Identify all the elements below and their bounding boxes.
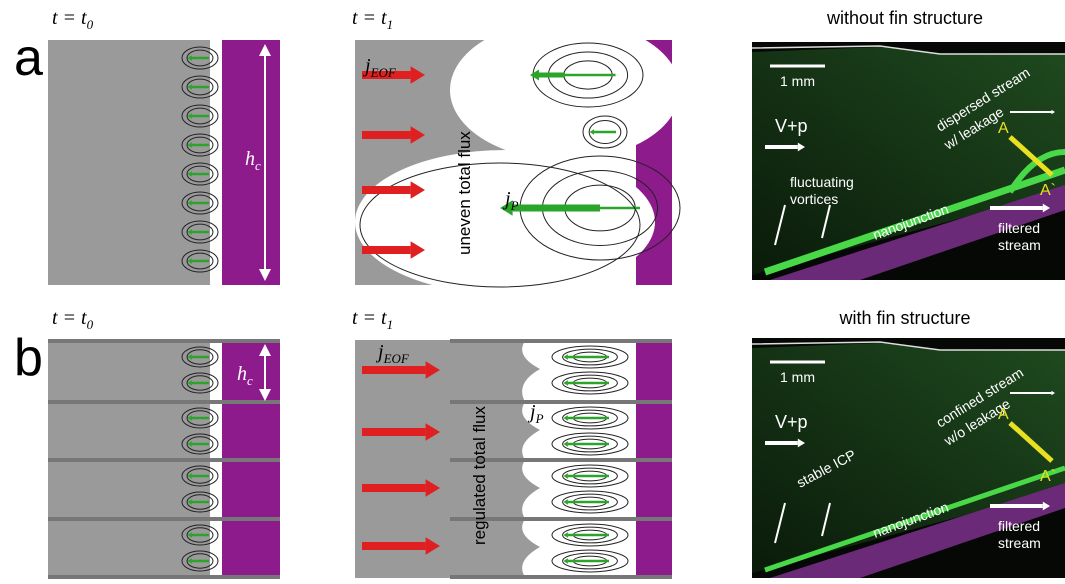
figure: at = t0hct = t1jEOFjPuneven total fluxwi… — [0, 0, 1065, 579]
depletion-blob — [560, 110, 636, 285]
input-label: V+p — [775, 116, 808, 136]
electrolyte — [48, 40, 210, 285]
time-label: t = t1 — [352, 7, 393, 32]
photo-title: with fin structure — [838, 308, 970, 328]
photo-title: without fin structure — [826, 8, 983, 28]
time-label: t = t0 — [52, 7, 94, 32]
time-label-sub: 0 — [87, 317, 94, 332]
height-label-main: h — [237, 363, 247, 385]
panel-label: b — [14, 329, 43, 387]
section-label: A` — [1040, 182, 1056, 199]
output-label: stream — [998, 535, 1041, 551]
vortex-label: vortices — [790, 191, 838, 207]
time-label: t = t1 — [352, 307, 393, 332]
vortex-label: fluctuating — [790, 174, 854, 190]
output-label: filtered — [998, 220, 1040, 236]
section-label: A` — [1040, 468, 1056, 485]
flux-label: regulated total flux — [470, 406, 489, 545]
height-label-sub: c — [247, 373, 253, 388]
jeof-label-sub: EOF — [370, 65, 397, 80]
output-label: stream — [998, 237, 1041, 253]
height-label-main: h — [245, 148, 255, 170]
flux-label: uneven total flux — [455, 131, 474, 255]
time-label: t = t0 — [52, 307, 94, 332]
time-label-main: t = t — [352, 7, 387, 29]
jeof-label-sub: EOF — [383, 351, 410, 366]
time-label-main: t = t — [52, 7, 87, 29]
height-label-sub: c — [255, 158, 261, 173]
depletion-zone — [210, 40, 223, 285]
section-label: A — [998, 120, 1009, 137]
section-label: A — [998, 406, 1009, 423]
time-label-main: t = t — [352, 307, 387, 329]
input-label: V+p — [775, 412, 808, 432]
output-label: filtered — [998, 518, 1040, 534]
time-label-sub: 0 — [87, 17, 94, 32]
panel-label: a — [14, 29, 43, 87]
time-label-sub: 1 — [387, 317, 394, 332]
scale-label: 1 mm — [780, 369, 815, 385]
jp-label-sub: P — [535, 411, 544, 426]
time-label-main: t = t — [52, 307, 87, 329]
time-label-sub: 1 — [387, 17, 394, 32]
jp-label-sub: P — [510, 198, 519, 213]
scale-label: 1 mm — [780, 73, 815, 89]
